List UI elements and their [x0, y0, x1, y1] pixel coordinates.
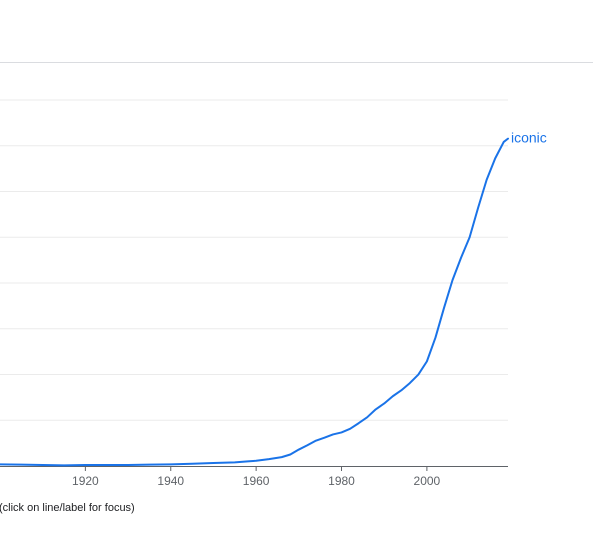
focus-hint: (click on line/label for focus)	[0, 502, 135, 514]
x-tick-label: 1920	[72, 474, 99, 488]
x-tick-label: 1980	[328, 474, 355, 488]
header-divider	[0, 62, 593, 63]
x-tick-label: 1960	[243, 474, 270, 488]
x-tick-label: 1940	[157, 474, 184, 488]
x-tick-label: 2000	[414, 474, 441, 488]
series-line-iconic[interactable]	[0, 137, 509, 467]
series-label-iconic[interactable]: iconic	[511, 130, 547, 146]
